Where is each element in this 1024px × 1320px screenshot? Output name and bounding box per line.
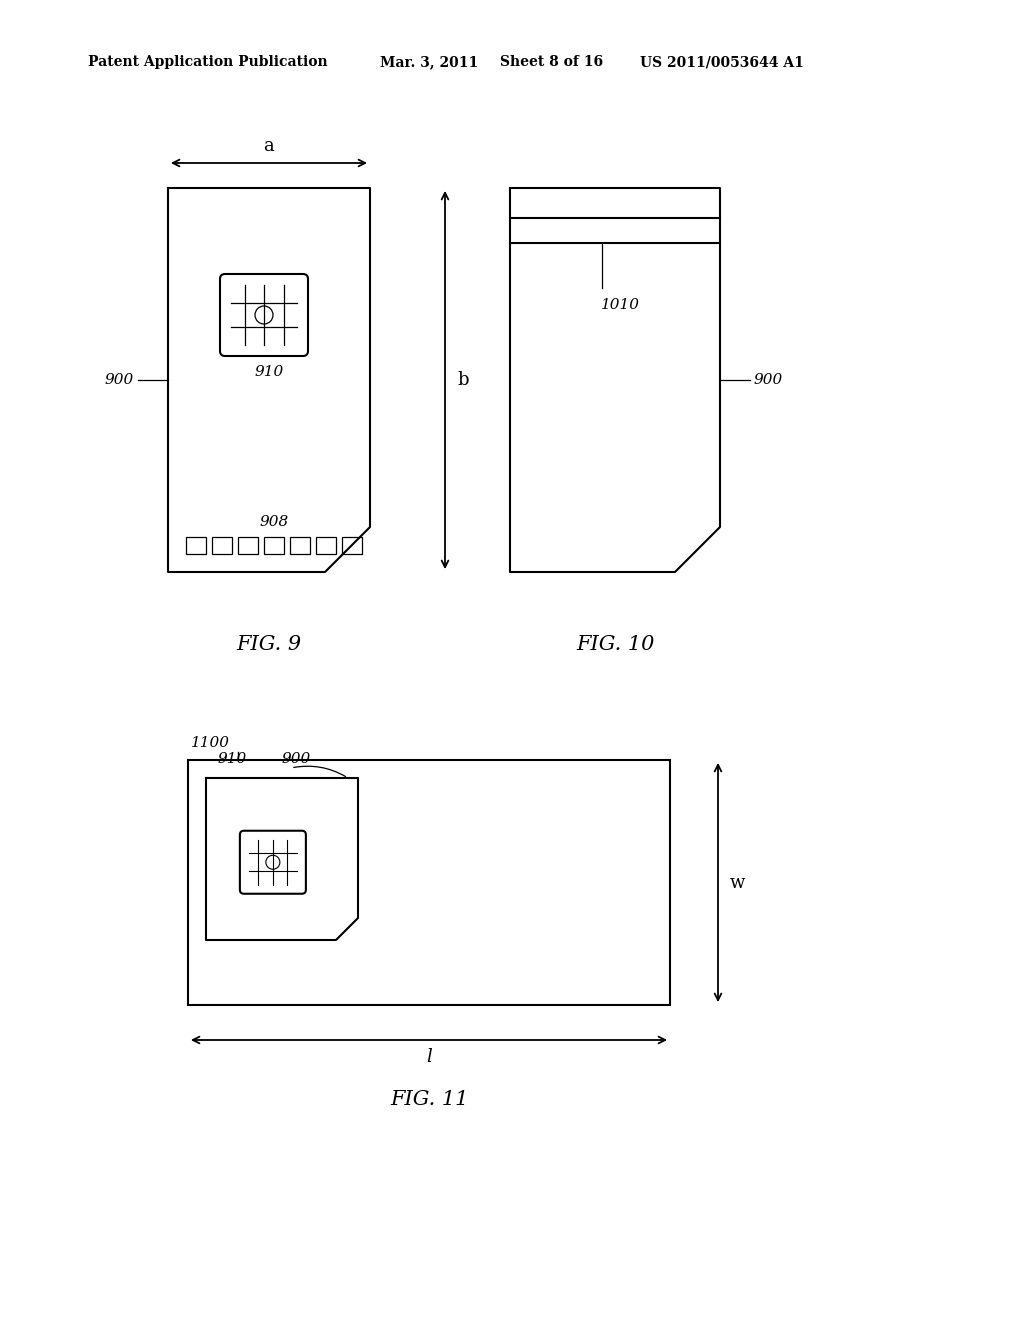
Bar — [342, 537, 362, 554]
Bar — [290, 537, 310, 554]
Text: FIG. 11: FIG. 11 — [390, 1090, 468, 1109]
Text: b: b — [457, 371, 469, 389]
Text: Sheet 8 of 16: Sheet 8 of 16 — [500, 55, 603, 69]
Text: US 2011/0053644 A1: US 2011/0053644 A1 — [640, 55, 804, 69]
Bar — [212, 537, 232, 554]
Text: 1100: 1100 — [191, 737, 230, 750]
Text: a: a — [263, 137, 274, 154]
Text: 910: 910 — [218, 752, 247, 766]
Bar — [186, 537, 206, 554]
Bar — [188, 760, 670, 1005]
Bar — [316, 537, 336, 554]
Text: 900: 900 — [754, 374, 783, 387]
Text: w: w — [730, 874, 745, 891]
Text: l: l — [426, 1048, 432, 1067]
Bar — [238, 537, 258, 554]
FancyBboxPatch shape — [240, 830, 306, 894]
Text: 908: 908 — [259, 515, 289, 529]
Text: 1010: 1010 — [600, 298, 640, 312]
Text: 900: 900 — [104, 374, 134, 387]
Text: Patent Application Publication: Patent Application Publication — [88, 55, 328, 69]
Text: FIG. 10: FIG. 10 — [575, 635, 654, 653]
Bar — [264, 537, 284, 554]
Text: FIG. 9: FIG. 9 — [237, 635, 301, 653]
Text: Mar. 3, 2011: Mar. 3, 2011 — [380, 55, 478, 69]
Text: 900: 900 — [281, 752, 310, 766]
Text: 910: 910 — [254, 366, 284, 379]
FancyBboxPatch shape — [220, 275, 308, 356]
